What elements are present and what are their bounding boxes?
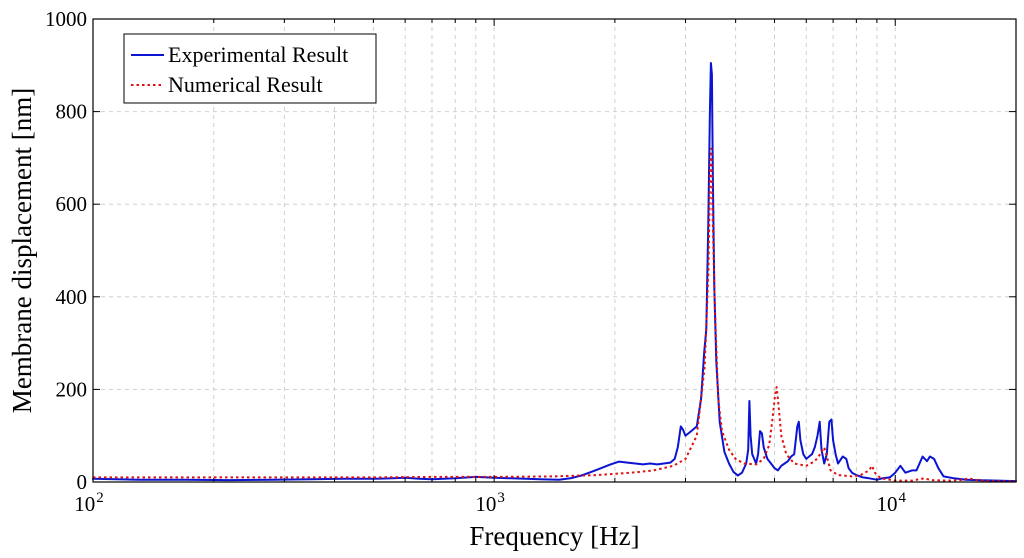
numerical-result-line [93,147,1017,483]
experimental-result-line [92,62,1017,483]
y-tick-label: 1000 [45,7,87,31]
x-tick-label: 102 [74,490,104,516]
x-tick-label: 104 [876,490,906,516]
plot-frame [92,18,1017,483]
x-tick-label: 103 [475,490,505,516]
y-tick-label: 800 [56,100,88,124]
y-tick-label: 200 [56,377,88,401]
y-tick-label: 600 [56,192,88,216]
y-tick-label: 400 [56,285,88,309]
legend-label-experimental: Experimental Result [168,42,348,67]
y-axis-title: Membrane displacement [nm] [7,88,37,413]
series-lines [92,62,1017,483]
legend-box [123,33,377,104]
legend: Experimental Result Numerical Result [123,33,377,104]
y-tick-label: 0 [77,470,88,494]
x-axis-title: Frequency [Hz] [469,521,639,551]
legend-label-numerical: Numerical Result [168,72,323,97]
